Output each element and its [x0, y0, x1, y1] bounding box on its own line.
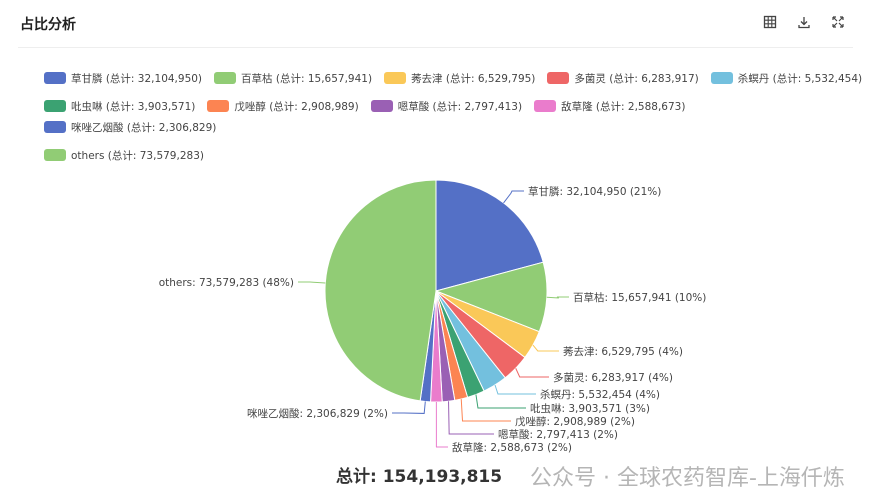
data-label: 多菌灵: 6,283,917 (4%) [553, 371, 673, 384]
divider [18, 47, 853, 48]
legend-label: 嗯草酸 (总计: 2,797,413) [397, 100, 523, 113]
legend-swatch [207, 100, 230, 112]
legend-item[interactable]: 多菌灵 (总计: 6,283,917) [547, 71, 699, 85]
legend-label: 百草枯 (总计: 15,657,941) [241, 72, 373, 85]
legend-swatch [384, 72, 407, 84]
legend-item[interactable]: 嗯草酸 (总计: 2,797,413) [370, 99, 523, 113]
data-label: 咪唑乙烟酸: 2,306,829 (2%) [247, 407, 388, 420]
legend-swatch [710, 72, 733, 84]
legend-item[interactable]: 咪唑乙烟酸 (总计: 2,306,829) [44, 120, 216, 134]
pie-slice[interactable] [434, 261, 548, 333]
label-line [515, 368, 549, 378]
label-line [298, 281, 326, 284]
legend-item[interactable]: 吡虫啉 (总计: 3,903,571) [44, 99, 195, 113]
legend-swatch [547, 72, 570, 84]
label-line [392, 401, 426, 414]
legend-label: 草甘膦 (总计: 32,104,950) [71, 72, 203, 85]
label-line [435, 401, 448, 448]
legend-item[interactable]: 百草枯 (总计: 15,657,941) [214, 71, 372, 85]
label-line [532, 344, 559, 352]
table-icon[interactable] [763, 14, 777, 29]
watermark: 公众号 · 全球农药智库-上海仟炼 [530, 466, 845, 491]
legend-swatch [44, 72, 66, 84]
data-label: 百草枯: 15,657,941 (10%) [573, 291, 706, 304]
data-label: 莠去津: 6,529,795 (4%) [563, 346, 683, 358]
legend-item[interactable]: 草甘膦 (总计: 32,104,950) [44, 71, 202, 85]
legend-label: 杀螟丹 (总计: 5,532,454) [737, 72, 863, 85]
legend-label: others (总计: 73,579,283) [71, 149, 204, 162]
data-label: 草甘膦: 32,104,950 (21%) [528, 185, 661, 198]
legend-swatch [44, 100, 66, 112]
label-line [460, 399, 511, 422]
legend-label: 多菌灵 (总计: 6,283,917) [574, 72, 699, 85]
legend-item[interactable]: 敌草隆 (总计: 2,588,673) [534, 99, 685, 113]
data-label: others: 73,579,283 (48%) [159, 277, 294, 289]
pie-slice[interactable] [435, 179, 544, 292]
data-label: 戊唑醇: 2,908,989 (2%) [515, 415, 635, 428]
legend-label: 敌草隆 (总计: 2,588,673) [561, 100, 686, 113]
label-line [448, 401, 494, 435]
legend-swatch [44, 149, 66, 161]
legend-label: 咪唑乙烟酸 (总计: 2,306,829) [71, 121, 217, 134]
label-line [475, 394, 526, 409]
legend-swatch [534, 100, 557, 112]
data-label: 吡虫啉: 3,903,571 (3%) [530, 403, 650, 415]
legend-swatch [44, 121, 66, 133]
legend-item[interactable]: 莠去津 (总计: 6,529,795) [384, 71, 535, 85]
legend-label: 吡虫啉 (总计: 3,903,571) [71, 100, 196, 113]
legend-swatch [370, 100, 393, 112]
label-line [494, 384, 536, 395]
legend-swatch [214, 72, 237, 84]
data-label: 嗯草酸: 2,797,413 (2%) [498, 428, 618, 441]
pie-slice[interactable] [324, 179, 437, 402]
legend-label: 莠去津 (总计: 6,529,795) [411, 72, 536, 85]
legend-item[interactable]: others (总计: 73,579,283) [44, 148, 204, 162]
page-title: 占比分析 [20, 17, 76, 33]
fullscreen-icon[interactable] [831, 14, 845, 28]
label-line [546, 296, 569, 299]
data-label: 敌草隆: 2,588,673 (2%) [452, 441, 572, 454]
legend-item[interactable]: 杀螟丹 (总计: 5,532,454) [710, 71, 863, 85]
legend-item[interactable]: 戊唑醇 (总计: 2,908,989) [207, 99, 359, 113]
data-label: 杀螟丹: 5,532,454 (4%) [540, 388, 660, 401]
legend: 草甘膦 (总计: 32,104,950) 百草枯 (总计: 15,657,941)… [44, 71, 864, 162]
label-line [503, 190, 524, 204]
download-icon[interactable] [797, 14, 811, 29]
total-label: 总计: 154,193,815 [336, 467, 503, 487]
legend-label: 戊唑醇 (总计: 2,908,989) [234, 100, 359, 113]
